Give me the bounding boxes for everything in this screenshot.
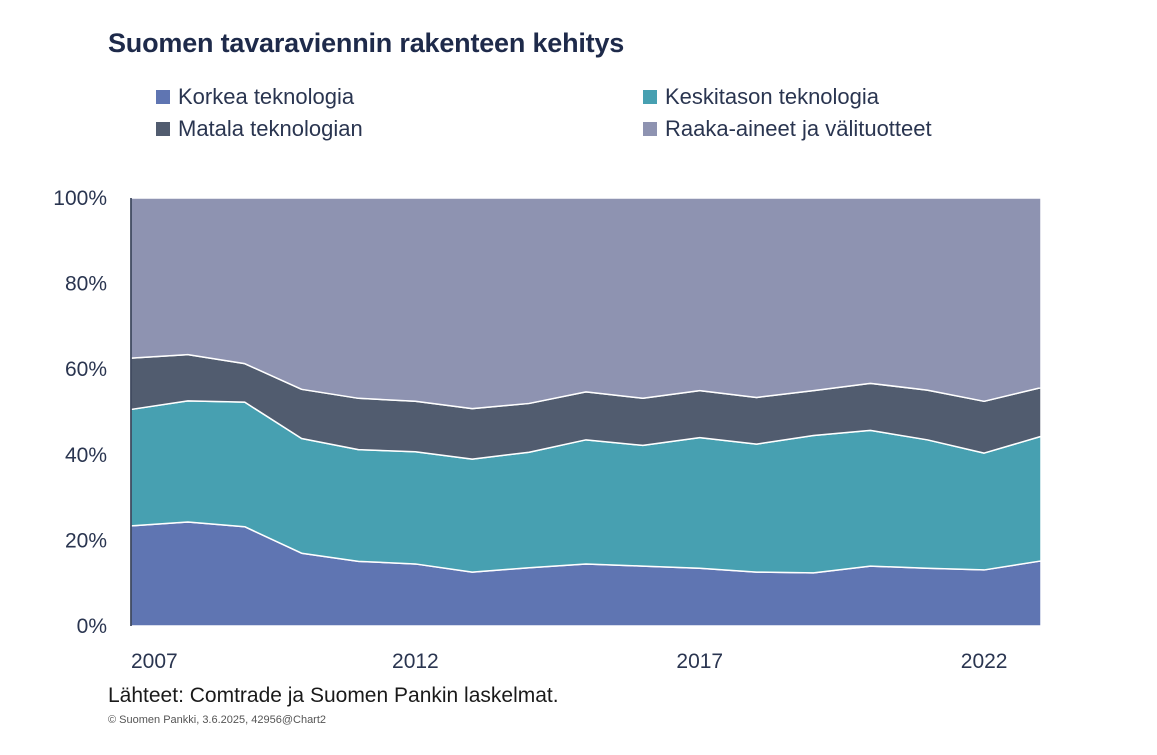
y-tick-label: 100% [53,187,107,210]
legend-label-keskitason: Keskitason teknologia [665,84,880,109]
y-tick-label: 0% [77,615,107,638]
x-tick-label: 2022 [961,650,1008,673]
legend-swatch-keskitason [643,90,657,104]
y-tick-label: 20% [65,529,107,552]
legend-swatch-korkea [156,90,170,104]
y-tick-label: 40% [65,444,107,467]
y-tick-label: 80% [65,273,107,296]
copyright-note: © Suomen Pankki, 3.6.2025, 42956@Chart2 [108,714,327,726]
legend-item-matala: Matala teknologian [156,116,363,142]
legend-label-raaka: Raaka-aineet ja välituotteet [665,116,932,141]
legend-item-korkea: Korkea teknologia [156,84,354,110]
legend-label-matala: Matala teknologian [178,116,363,141]
legend-swatch-raaka [643,122,657,136]
source-note: Lähteet: Comtrade ja Suomen Pankin laske… [108,684,559,707]
legend-swatch-matala [156,122,170,136]
x-tick-label: 2007 [131,650,178,673]
legend-item-keskitason: Keskitason teknologia [643,84,879,110]
y-tick-label: 60% [65,358,107,381]
legend-item-raaka: Raaka-aineet ja välituotteet [643,116,932,142]
legend-label-korkea: Korkea teknologia [178,84,355,109]
x-tick-label: 2012 [392,650,439,673]
area-series-4 [130,197,1042,410]
x-tick-label: 2017 [676,650,723,673]
chart-title: Suomen tavaraviennin rakenteen kehitys [108,28,625,58]
